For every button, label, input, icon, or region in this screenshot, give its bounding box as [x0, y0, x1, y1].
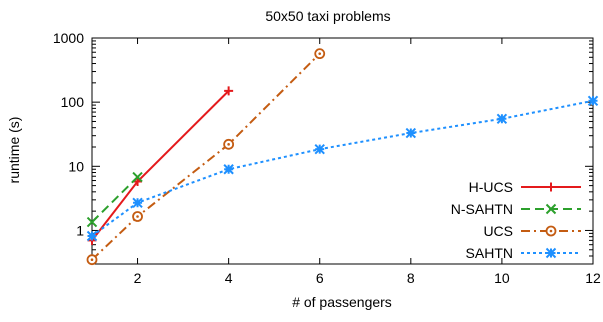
y-tick-label: 10: [68, 158, 84, 174]
y-tick-label: 1: [76, 222, 84, 238]
series-layer: [86, 48, 599, 266]
point-h-ucs: [133, 176, 143, 186]
point-ucs: [86, 254, 98, 266]
series-sahtn: [86, 95, 599, 242]
legend-label-sahtn: SAHTN: [466, 245, 513, 261]
chart-title: 50x50 taxi problems: [265, 8, 390, 24]
series-line-n-sahtn: [91, 176, 139, 223]
legend-label-ucs: UCS: [483, 223, 513, 239]
x-tick-label: 10: [494, 270, 510, 286]
legend-marker-n-sahtn: [545, 203, 557, 215]
plot-frame: [91, 37, 594, 265]
x-tick-label: 6: [316, 270, 324, 286]
point-h-ucs: [224, 86, 234, 96]
point-sahtn: [223, 164, 234, 175]
point-ucs: [314, 48, 326, 60]
point-sahtn: [86, 230, 98, 242]
x-tick-label: 2: [134, 270, 142, 286]
series-line-sahtn: [91, 99, 594, 237]
point-sahtn: [496, 113, 508, 125]
series-line-h-ucs: [91, 90, 230, 242]
point-n-sahtn: [132, 171, 143, 183]
legend: H-UCS N-SAHTN UCS SAHTN: [451, 179, 581, 261]
legend-label-h-ucs: H-UCS: [469, 179, 513, 195]
y-axis-label: runtime (s): [6, 117, 22, 184]
point-ucs: [223, 138, 235, 150]
legend-label-n-sahtn: N-SAHTN: [451, 201, 513, 217]
legend-marker-ucs: [545, 225, 557, 237]
point-sahtn: [132, 197, 143, 208]
point-sahtn: [587, 95, 599, 107]
x-tick-label: 12: [585, 270, 601, 286]
point-sahtn: [314, 143, 325, 155]
series-h-ucs: [87, 86, 234, 245]
legend-marker-sahtn: [545, 247, 557, 259]
x-tick-label: 4: [225, 270, 233, 286]
series-n-sahtn: [86, 171, 143, 228]
point-sahtn: [405, 127, 417, 139]
x-axis-label: # of passengers: [292, 294, 392, 310]
y-tick-label: 100: [61, 94, 85, 110]
series-ucs: [86, 48, 326, 266]
x-tick-label: 8: [407, 270, 415, 286]
axis-ticks: 2 4 6 8 10 12 1 10 100 1000: [53, 30, 601, 286]
legend-marker-h-ucs: [546, 182, 556, 192]
point-n-sahtn: [86, 216, 98, 228]
series-line-ucs: [91, 52, 321, 261]
y-tick-label: 1000: [53, 30, 84, 46]
point-ucs: [132, 211, 143, 222]
